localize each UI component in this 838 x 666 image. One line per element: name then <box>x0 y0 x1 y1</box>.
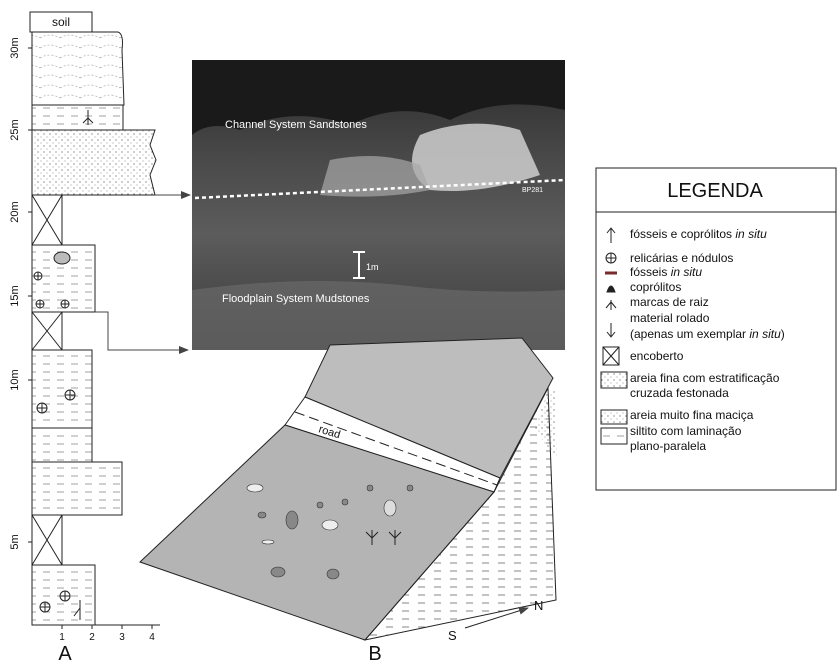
photo-label: BP281 <box>522 187 543 194</box>
depth-label: 5m <box>9 534 21 549</box>
depth-label: 15m <box>9 285 21 306</box>
legend-item: fósseis in situ <box>630 265 702 279</box>
legend-title: LEGENDA <box>667 180 763 202</box>
legend: LEGENDA fósseis e coprólitos in situreli… <box>596 168 836 490</box>
legend-text: ) <box>781 327 785 341</box>
legend-text: fósseis e coprólitos <box>630 227 735 241</box>
legend-text: cruzada festonada <box>630 386 729 400</box>
panel-label: B <box>368 643 381 665</box>
panel-label: A <box>58 643 72 665</box>
legend-text: areia muito fina maciça <box>630 408 754 422</box>
legend-item: coprólitos <box>630 280 681 294</box>
legend-item: marcas de raiz <box>630 295 709 309</box>
block-diagram: road S N <box>140 338 557 643</box>
legend-text: (apenas um exemplar <box>630 327 749 341</box>
legend-item: (apenas um exemplar in situ) <box>630 327 785 341</box>
legend-item: fósseis e coprólitos in situ <box>630 227 767 241</box>
depth-label: 30m <box>9 37 21 58</box>
grain-label: 2 <box>89 632 95 643</box>
legend-item: areia muito fina maciça <box>630 408 754 422</box>
legend-text: in situ <box>671 265 703 279</box>
legend-item: cruzada festonada <box>630 386 729 400</box>
legend-item: siltito com laminação <box>630 424 742 438</box>
legend-text: in situ <box>735 227 767 241</box>
legend-text: in situ <box>749 327 781 341</box>
legend-text: siltito com laminação <box>630 424 742 438</box>
legend-item: relicárias e nódulos <box>630 251 733 265</box>
direction-label: S <box>448 628 457 643</box>
depth-label: 25m <box>9 119 21 140</box>
legend-item: encoberto <box>630 349 684 363</box>
legend-text: areia fina com estratificação <box>630 371 780 385</box>
bed <box>32 350 92 428</box>
bed <box>32 105 123 130</box>
photo-label: Channel System Sandstones <box>225 119 367 131</box>
legend-text: marcas de raiz <box>630 295 709 309</box>
photo-label: 1m <box>366 262 379 272</box>
legend-text: relicárias e nódulos <box>630 251 733 265</box>
legend-item: material rolado <box>630 311 710 325</box>
grain-label: 3 <box>119 632 125 643</box>
bed <box>32 428 92 462</box>
direction-label: N <box>534 598 543 613</box>
bed <box>32 565 95 625</box>
depth-label: 10m <box>9 369 21 390</box>
photo: Channel System Sandstones BP281 1m Flood… <box>192 60 565 350</box>
legend-text: coprólitos <box>630 280 681 294</box>
legend-item: areia fina com estratificação <box>630 371 780 385</box>
soil-label: soil <box>52 15 70 29</box>
figure: Channel System Sandstones BP281 1m Flood… <box>0 0 838 666</box>
legend-text: encoberto <box>630 349 684 363</box>
grain-label: 1 <box>59 632 65 643</box>
stratigraphic-column <box>30 12 160 625</box>
bed <box>32 462 122 515</box>
legend-item: plano-paralela <box>630 439 706 453</box>
depth-label: 20m <box>9 201 21 222</box>
legend-text: material rolado <box>630 311 710 325</box>
legend-text: fósseis <box>630 265 671 279</box>
bed <box>32 32 124 105</box>
grain-label: 4 <box>149 632 155 643</box>
photo-label: Floodplain System Mudstones <box>222 293 370 305</box>
bed <box>32 130 156 195</box>
legend-text: plano-paralela <box>630 439 706 453</box>
